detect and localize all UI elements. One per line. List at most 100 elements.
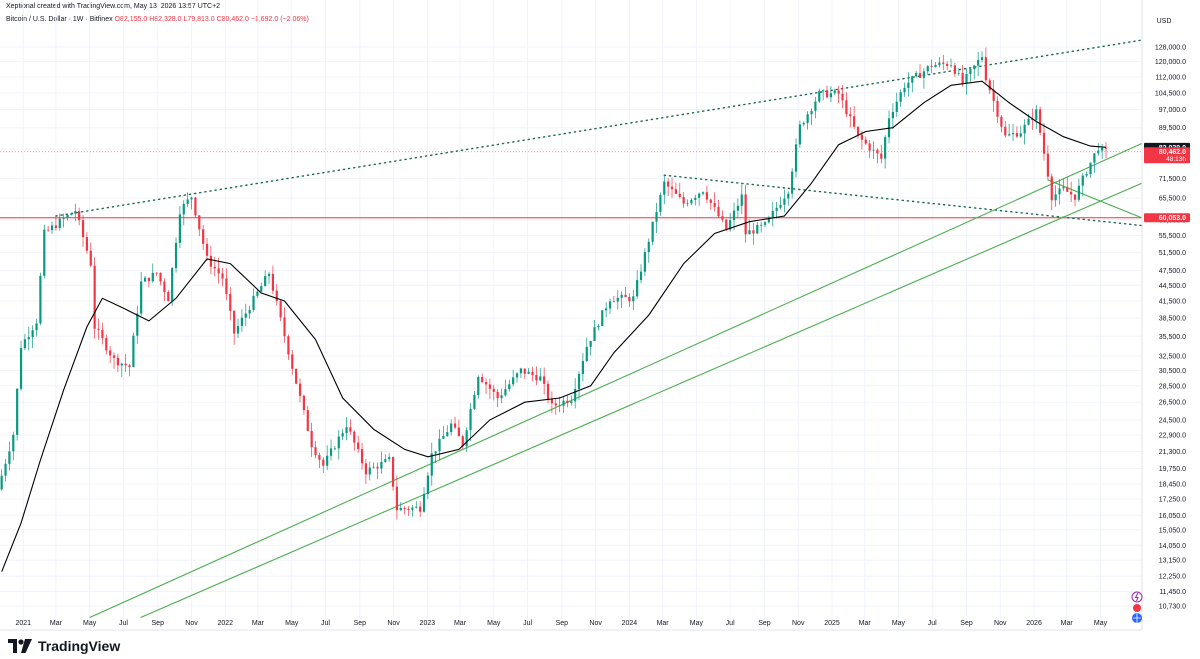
candle-up bbox=[577, 373, 581, 389]
candle-up bbox=[50, 225, 54, 231]
candle-up bbox=[938, 62, 941, 66]
price-tick-label: 19,750.0 bbox=[1159, 466, 1186, 473]
candle-down bbox=[364, 463, 368, 475]
candle-up bbox=[415, 506, 418, 508]
candle-up bbox=[140, 281, 143, 314]
candle-down bbox=[47, 229, 50, 231]
price-tick-label: 16,050.0 bbox=[1159, 513, 1186, 520]
candle-down bbox=[349, 427, 352, 432]
candle-down bbox=[496, 391, 499, 399]
candle-down bbox=[841, 93, 844, 101]
time-tick-label: May bbox=[487, 620, 501, 627]
candle-down bbox=[209, 255, 213, 267]
brand-logo[interactable]: TradingView bbox=[8, 638, 120, 654]
price-tick-label: 15,050.0 bbox=[1159, 527, 1186, 534]
candle-up bbox=[729, 220, 732, 230]
candle-down bbox=[837, 90, 840, 94]
candle-down bbox=[721, 216, 724, 220]
candle-up bbox=[1058, 188, 1061, 195]
candle-down bbox=[558, 405, 561, 407]
candle-up bbox=[891, 111, 894, 119]
candle-down bbox=[1046, 153, 1049, 177]
candle-down bbox=[670, 186, 674, 190]
candle-down bbox=[1070, 191, 1073, 195]
candle-up bbox=[27, 337, 30, 340]
candle-up bbox=[151, 272, 154, 282]
candle-up bbox=[12, 434, 15, 452]
tradingview-logo-icon bbox=[8, 639, 32, 653]
candle-down bbox=[984, 57, 987, 81]
candle-up bbox=[438, 438, 441, 452]
candle-up bbox=[957, 73, 960, 74]
candle-up bbox=[783, 198, 786, 205]
candle-down bbox=[1042, 132, 1046, 154]
grid bbox=[0, 0, 1142, 630]
candle-down bbox=[295, 368, 298, 384]
time-tick-label: Mar bbox=[1061, 620, 1074, 627]
candle-down bbox=[279, 301, 282, 318]
candle-down bbox=[81, 220, 85, 238]
symbol-label[interactable]: Bitcoin / U.S. Dollar · 1W · Bitfinex bbox=[6, 16, 113, 23]
candle-down bbox=[1039, 109, 1042, 133]
candle-down bbox=[484, 382, 488, 385]
candle-up bbox=[504, 389, 507, 396]
change-value: −1,692.0 (−2.06%) bbox=[250, 16, 309, 23]
candle-up bbox=[973, 65, 976, 70]
arrow-segment-line bbox=[1047, 179, 1143, 219]
candle-down bbox=[705, 192, 708, 200]
price-tick-label: 55,500.0 bbox=[1159, 233, 1186, 240]
candle-up bbox=[581, 361, 585, 374]
candle-up bbox=[430, 453, 433, 476]
candle-up bbox=[136, 313, 139, 336]
candle-up bbox=[949, 65, 953, 67]
high-value: H82,328.0 bbox=[149, 16, 182, 23]
candle-down bbox=[395, 486, 399, 511]
time-tick-label: 2021 bbox=[15, 620, 31, 627]
candle-down bbox=[531, 371, 534, 376]
price-tick-label: 35,500.0 bbox=[1159, 334, 1186, 341]
candle-down bbox=[566, 400, 569, 403]
candle-up bbox=[252, 295, 255, 310]
time-tick-label: Sep bbox=[960, 620, 973, 627]
flag-icon[interactable] bbox=[1133, 604, 1141, 612]
candle-up bbox=[965, 73, 968, 84]
channel-upper-line bbox=[89, 142, 1143, 619]
candle-up bbox=[120, 363, 123, 366]
candle-down bbox=[876, 149, 879, 154]
candle-down bbox=[453, 423, 457, 428]
time-tick-label: Jul bbox=[726, 620, 735, 627]
candle-up bbox=[589, 340, 592, 347]
price-tick-label: 120,000.0 bbox=[1155, 59, 1186, 66]
price-axis: 10,730.0 11,450.0 12,250.0 13,150.0 14,050.0… bbox=[1155, 45, 1186, 611]
candle-up bbox=[442, 436, 445, 439]
price-tick-label: 32,500.0 bbox=[1159, 354, 1186, 361]
candle-up bbox=[694, 197, 697, 200]
candle-down bbox=[674, 189, 678, 194]
candle-up bbox=[519, 368, 523, 374]
candle-up bbox=[833, 90, 836, 94]
candle-down bbox=[85, 237, 89, 251]
candle-up bbox=[748, 230, 751, 235]
time-tick-label: 2024 bbox=[622, 620, 638, 627]
candle-down bbox=[845, 100, 848, 115]
candle-down bbox=[54, 225, 58, 228]
time-tick-label: Mar bbox=[454, 620, 467, 627]
candle-up bbox=[31, 330, 34, 338]
candle-up bbox=[1054, 194, 1057, 201]
candle-up bbox=[74, 211, 77, 214]
candle-down bbox=[101, 329, 104, 339]
candle-up bbox=[508, 384, 511, 390]
candle-up bbox=[329, 448, 333, 456]
time-tick-label: Nov bbox=[589, 620, 602, 627]
candle-up bbox=[934, 65, 937, 68]
candle-down bbox=[112, 355, 116, 358]
chart-tool-icons[interactable] bbox=[1131, 591, 1143, 623]
candle-up bbox=[895, 101, 898, 112]
candle-up bbox=[39, 275, 42, 324]
candle-down bbox=[205, 243, 209, 256]
candle-up bbox=[659, 194, 662, 212]
candle-up bbox=[399, 507, 402, 511]
candle-down bbox=[628, 297, 631, 302]
time-tick-label: Sep bbox=[758, 620, 771, 627]
